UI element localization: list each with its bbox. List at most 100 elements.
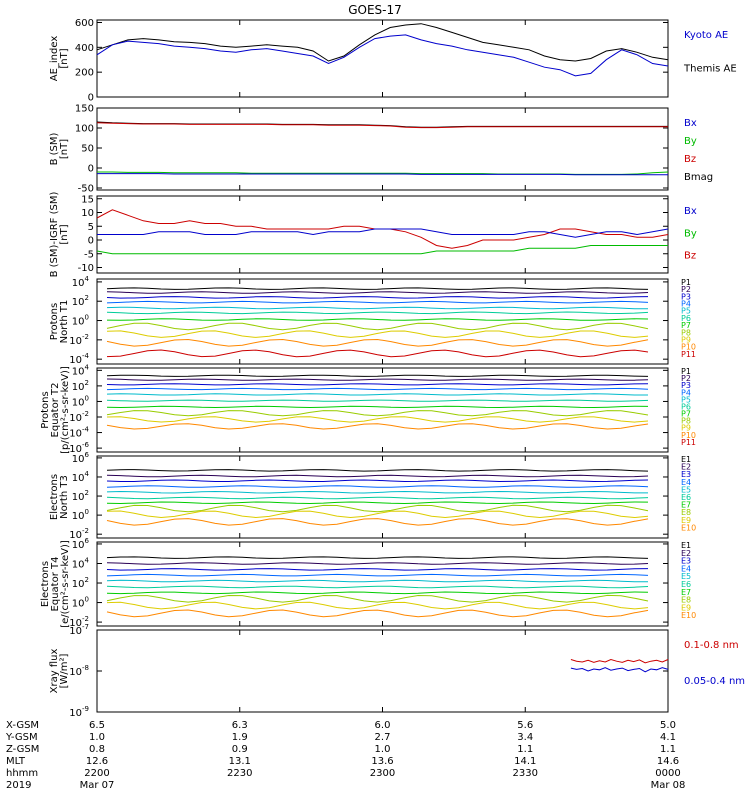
- legend-item: P9: [681, 335, 691, 344]
- y-tick-label: 102: [72, 489, 89, 503]
- y-tick-label: 0: [88, 164, 94, 175]
- y-tick-label: 600: [75, 18, 94, 29]
- flux-line-7: [106, 501, 649, 505]
- x-row-value: 1.0: [89, 732, 105, 743]
- y-tick-label: 100: [72, 596, 89, 610]
- y-tick-label: 400: [75, 43, 94, 54]
- y-axis-label: North T1: [59, 300, 70, 344]
- legend-item: E2: [681, 463, 691, 472]
- legend-item: P5: [681, 307, 691, 316]
- legend-item: 0.05-0.4 nm: [684, 676, 745, 687]
- flux-line-1: [106, 556, 649, 559]
- legend-item: E9: [681, 516, 691, 525]
- panel-ae: AE_index [nT] 0 200 400 600 Kyoto AE Themis AE: [49, 18, 737, 104]
- legend-item: Bx: [684, 206, 697, 217]
- legend-item: P7: [681, 410, 691, 419]
- legend-item: Kyoto AE: [684, 30, 728, 41]
- y-tick-label: 0: [88, 93, 94, 104]
- flux-line-7: [106, 591, 649, 595]
- y-tick-label: 10-4: [69, 426, 89, 440]
- x-row-label: X-GSM: [6, 720, 39, 731]
- legend-item: E9: [681, 603, 691, 612]
- series-bz: [96, 122, 668, 129]
- flux-line-7: [106, 405, 649, 409]
- y-axis-label: [e/(cm²-s-sr-keV)]: [60, 540, 71, 628]
- x-row-value: 0.9: [232, 744, 248, 755]
- x-row-value: 0000: [655, 768, 680, 779]
- flux-line-6: [106, 585, 649, 589]
- flux-line-4: [106, 300, 649, 304]
- legend-item: E3: [681, 470, 691, 479]
- panel-frame: [96, 629, 669, 713]
- chart-title: GOES-17: [348, 3, 402, 17]
- flux-line-1: [106, 374, 649, 377]
- legend-item: P2: [681, 374, 691, 383]
- x-row-value: 14.6: [657, 756, 679, 767]
- x-row-value: 2330: [513, 768, 538, 779]
- x-row-value: 2300: [370, 768, 395, 779]
- y-tick-label: 100: [75, 124, 94, 135]
- y-axis-label: [nT]: [59, 224, 70, 244]
- legend-item: P3: [681, 381, 691, 390]
- legend-item: E6: [681, 493, 691, 502]
- legend-item: Bz: [684, 154, 696, 165]
- panel-pn: Protons North T110410210010-210-4P1P2P3P4…: [49, 275, 696, 366]
- legend-item: E4: [681, 478, 691, 487]
- series-0-05-0-4-nm: [570, 667, 669, 673]
- y-tick-label: 15: [81, 194, 94, 205]
- y-axis-label: [nT]: [59, 139, 70, 159]
- x-row-value: 0.8: [89, 744, 105, 755]
- y-tick-label: 104: [72, 556, 90, 570]
- flux-line-5: [106, 579, 648, 583]
- x-row-value: 1.1: [660, 744, 676, 755]
- y-axis-label: Electrons: [40, 561, 51, 607]
- legend-item: E7: [681, 588, 691, 597]
- flux-line-10: [106, 609, 649, 618]
- flux-line-5: [106, 490, 648, 494]
- legend-item: Themis AE: [683, 64, 737, 75]
- x-row-value: Mar 08: [651, 780, 686, 791]
- flux-line-4: [106, 485, 649, 488]
- legend-item: P1: [681, 367, 691, 376]
- x-row-value: 2.7: [375, 732, 391, 743]
- flux-line-10: [106, 423, 649, 430]
- y-axis-label: [W/m²]: [59, 653, 70, 688]
- x-row-value: 1.9: [232, 732, 248, 743]
- x-row-value: 5.6: [517, 720, 533, 731]
- series-by: [96, 245, 668, 255]
- legend-item: P11: [681, 438, 696, 447]
- legend-item: P3: [681, 292, 691, 301]
- y-axis-label: Electrons: [49, 474, 60, 520]
- legend-item: E1: [681, 455, 691, 464]
- legend-item: P8: [681, 328, 691, 337]
- flux-line-10: [106, 518, 649, 526]
- y-tick-label: 102: [72, 294, 89, 308]
- y-axis-label: Protons: [49, 303, 60, 340]
- y-tick-label: 10-2: [69, 333, 89, 347]
- x-row-value: 6.3: [232, 720, 248, 731]
- y-tick-label: 100: [72, 508, 89, 522]
- y-tick-label: 10-9: [69, 705, 89, 719]
- x-row-value: 13.1: [229, 756, 251, 767]
- flux-line-4: [106, 573, 649, 577]
- panel-en: Electrons North T310610410210010-2E1E2E3E…: [49, 451, 696, 541]
- series-0-1-0-8-nm: [570, 658, 669, 664]
- flux-line-10: [106, 338, 649, 347]
- y-tick-label: 10-8: [69, 664, 89, 678]
- legend-item: E6: [681, 580, 691, 589]
- legend-item: P4: [681, 300, 691, 309]
- legend-item: By: [684, 136, 697, 147]
- x-axis-labels: X-GSM 6.5 6.3 6.0 5.6 5.0 Y-GSM 1.0 1.9 2.7 3.4 4.1…: [5, 720, 685, 791]
- x-row-value: Mar 07: [80, 780, 115, 791]
- legend-item: E4: [681, 564, 691, 573]
- y-tick-label: 104: [72, 275, 90, 289]
- y-axis-label: B (SM): [49, 132, 60, 165]
- x-row-value: 13.6: [371, 756, 393, 767]
- series-kyoto-ae: [96, 34, 669, 77]
- y-tick-label: 102: [72, 379, 89, 393]
- flux-line-7: [106, 318, 649, 321]
- legend-item: E5: [681, 485, 691, 494]
- flux-line-3: [106, 568, 649, 571]
- legend-item: P7: [681, 321, 691, 330]
